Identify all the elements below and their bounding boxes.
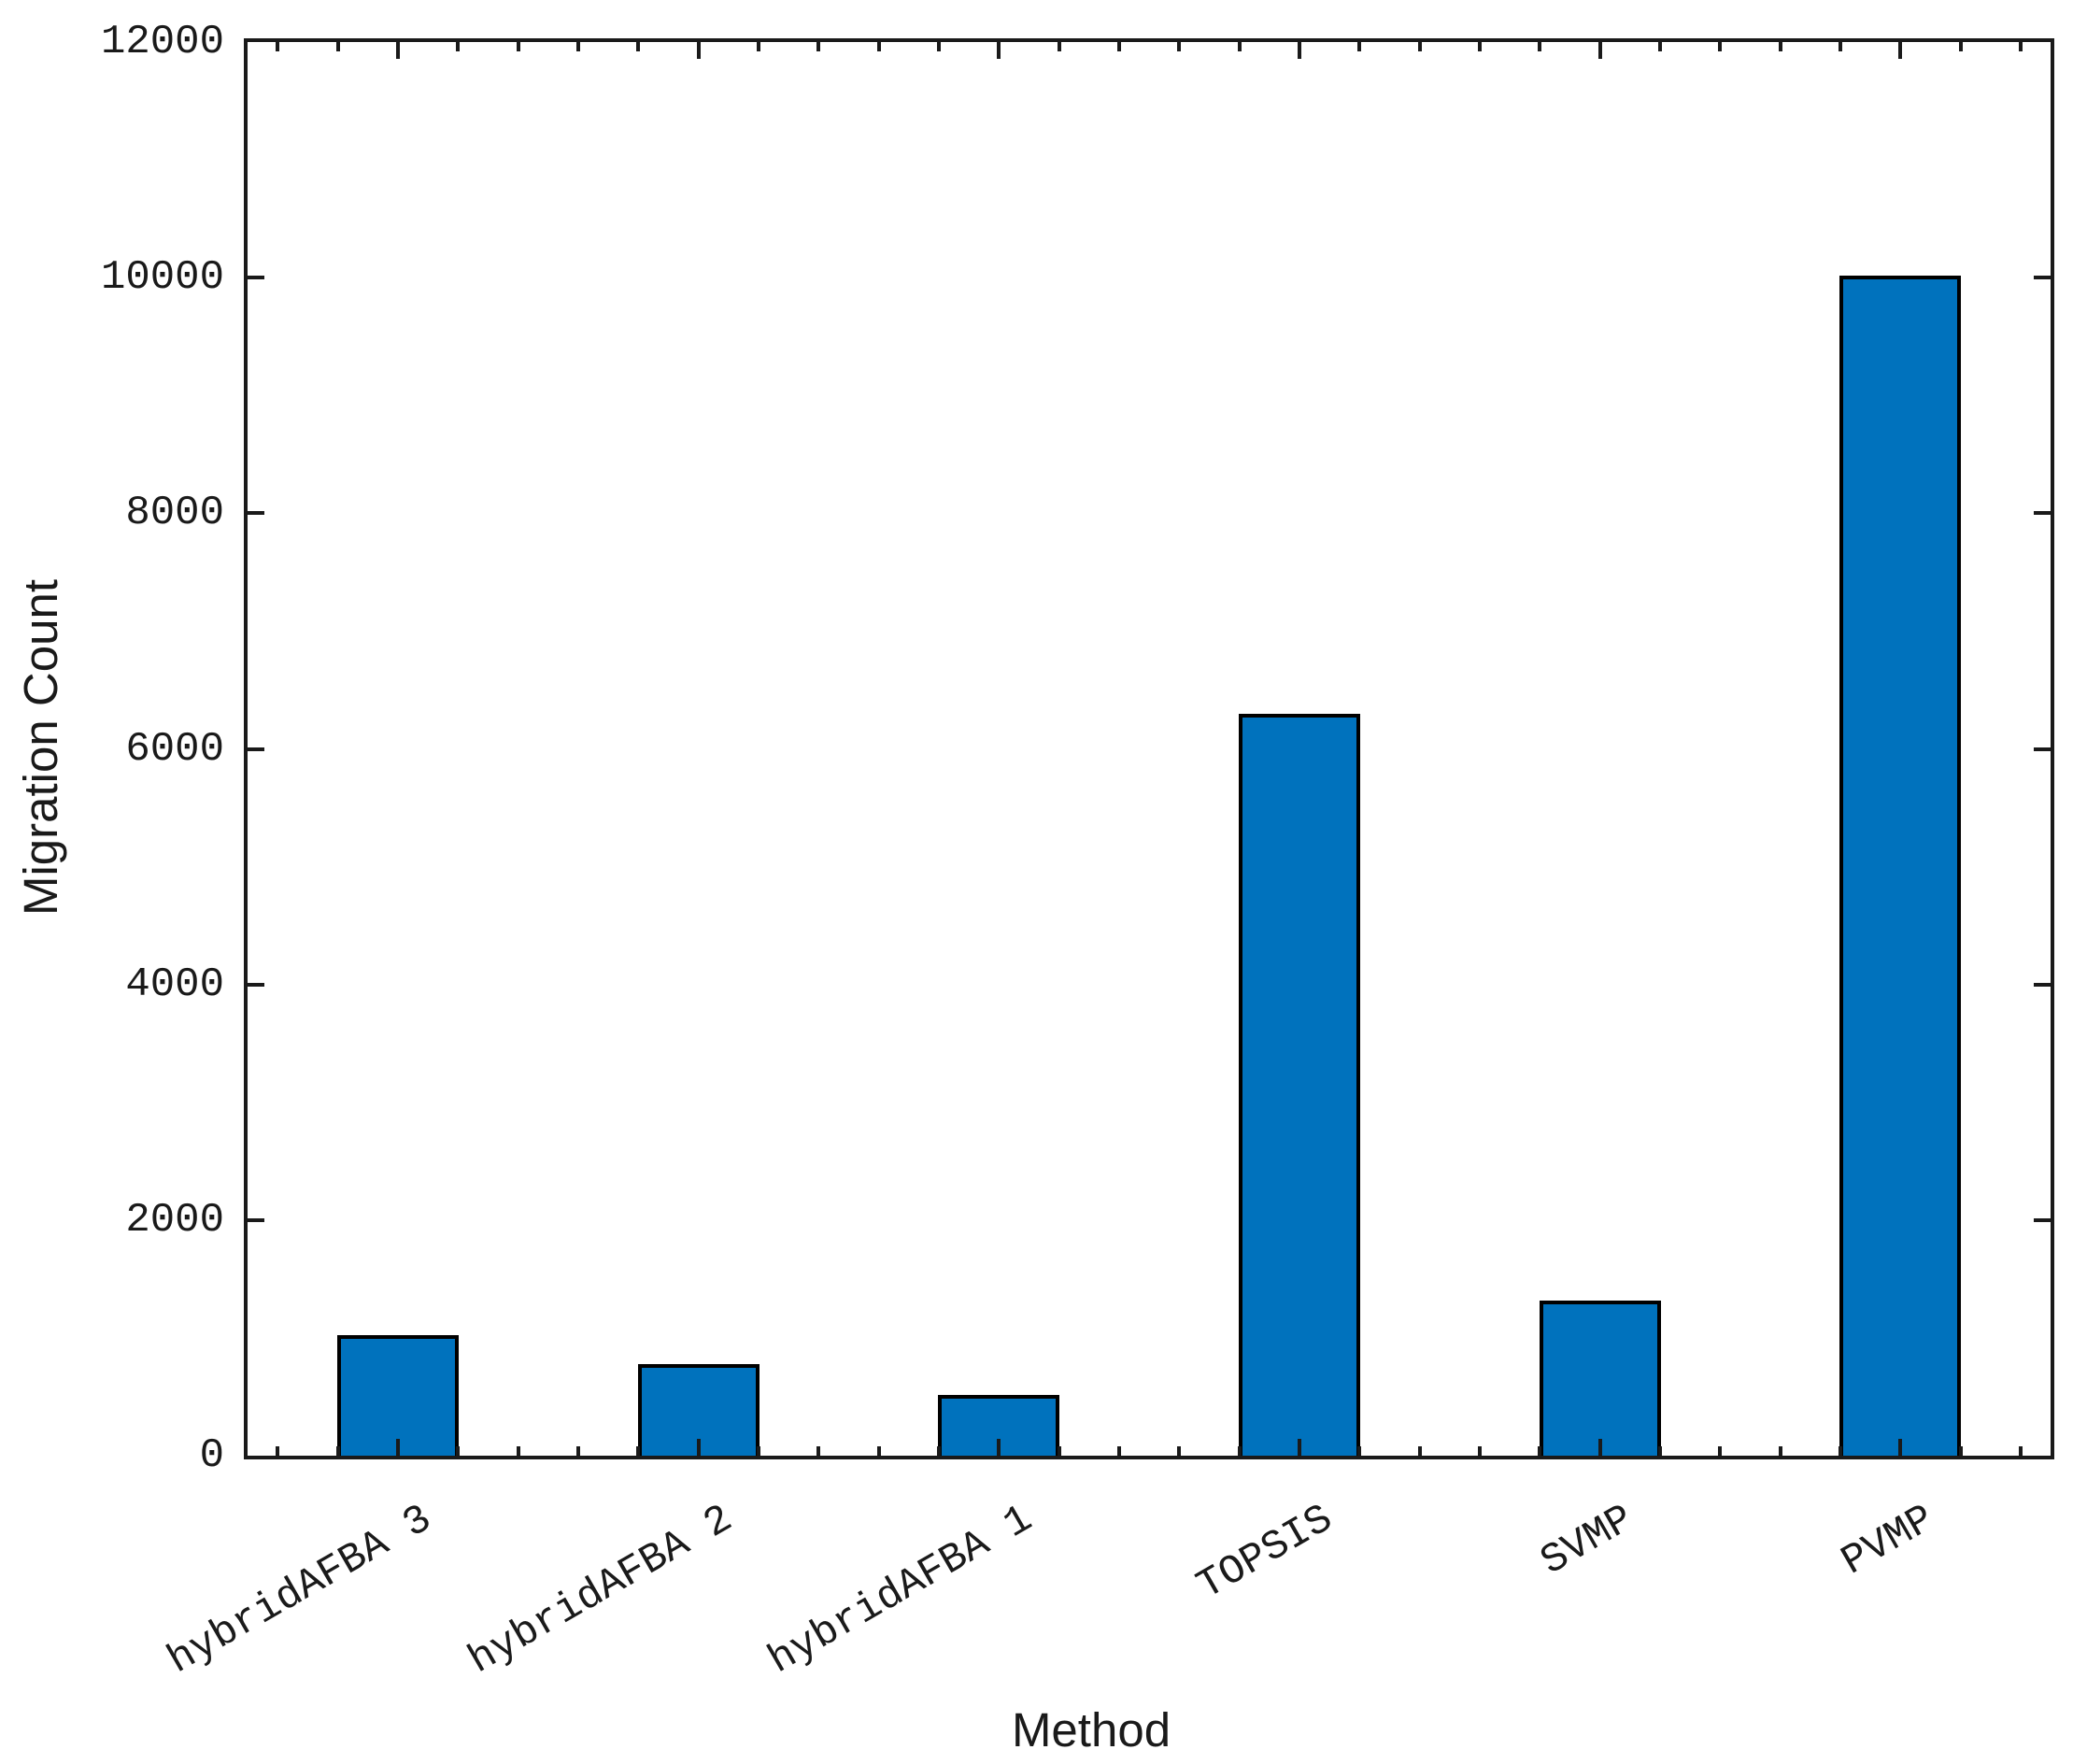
y-tick-right bbox=[2034, 747, 2051, 751]
x-tick-minor-bottom bbox=[1237, 1446, 1242, 1456]
x-tick-minor-bottom bbox=[636, 1446, 641, 1456]
x-tick-minor-bottom bbox=[1538, 1446, 1542, 1456]
y-tick-right bbox=[2034, 1217, 2051, 1222]
x-axis-label: Method bbox=[1011, 1703, 1171, 1757]
x-tick-minor-bottom bbox=[1778, 1446, 1782, 1456]
x-tick-minor-bottom bbox=[575, 1446, 580, 1456]
x-tick-minor-top bbox=[1477, 42, 1482, 51]
x-tick-label: TOPSIS bbox=[1189, 1496, 1342, 1611]
x-tick-minor-bottom bbox=[2018, 1446, 2023, 1456]
y-tick-right bbox=[2034, 276, 2051, 280]
x-tick-major-top bbox=[997, 42, 1001, 59]
x-tick-major-bottom bbox=[1297, 1439, 1301, 1456]
bar-SVMP bbox=[1539, 1300, 1661, 1456]
x-tick-minor-top bbox=[1357, 42, 1362, 51]
x-tick-minor-top bbox=[816, 42, 821, 51]
y-tick-right bbox=[2034, 982, 2051, 987]
x-tick-major-bottom bbox=[395, 1439, 400, 1456]
x-tick-minor-top bbox=[1177, 42, 1182, 51]
x-tick-minor-bottom bbox=[1958, 1446, 1963, 1456]
x-tick-major-bottom bbox=[1898, 1439, 1903, 1456]
x-tick-minor-top bbox=[1958, 42, 1963, 51]
x-tick-minor-top bbox=[1057, 42, 1061, 51]
x-tick-minor-bottom bbox=[1116, 1446, 1121, 1456]
x-tick-minor-top bbox=[1838, 42, 1842, 51]
y-tick-label: 4000 bbox=[125, 960, 224, 1008]
x-tick-minor-top bbox=[516, 42, 520, 51]
x-tick-minor-top bbox=[1417, 42, 1422, 51]
x-tick-minor-bottom bbox=[456, 1446, 461, 1456]
bar-hybridAFBA 3 bbox=[336, 1335, 459, 1456]
x-tick-minor-bottom bbox=[876, 1446, 881, 1456]
x-tick-label: SVMP bbox=[1533, 1496, 1642, 1586]
x-tick-minor-bottom bbox=[816, 1446, 821, 1456]
x-tick-minor-top bbox=[1718, 42, 1723, 51]
y-tick-left bbox=[248, 982, 264, 987]
y-tick-label: 2000 bbox=[125, 1196, 224, 1244]
x-tick-label: PVMP bbox=[1833, 1496, 1943, 1586]
x-tick-label: hybridAFBA 3 bbox=[160, 1496, 440, 1685]
x-tick-major-top bbox=[1297, 42, 1301, 59]
x-tick-minor-bottom bbox=[1177, 1446, 1182, 1456]
y-tick-label: 10000 bbox=[100, 254, 224, 302]
x-tick-minor-top bbox=[1237, 42, 1242, 51]
y-tick-label: 6000 bbox=[125, 725, 224, 773]
x-tick-minor-bottom bbox=[756, 1446, 760, 1456]
bar-TOPSIS bbox=[1238, 713, 1360, 1456]
x-tick-minor-top bbox=[335, 42, 340, 51]
x-tick-minor-top bbox=[1538, 42, 1542, 51]
x-tick-label: hybridAFBA 1 bbox=[760, 1496, 1042, 1685]
x-tick-minor-bottom bbox=[1657, 1446, 1662, 1456]
x-tick-minor-top bbox=[2018, 42, 2023, 51]
y-tick-left bbox=[248, 1217, 264, 1222]
x-tick-minor-bottom bbox=[1057, 1446, 1061, 1456]
y-tick-left bbox=[248, 511, 264, 516]
x-tick-minor-bottom bbox=[1357, 1446, 1362, 1456]
y-tick-left bbox=[248, 276, 264, 280]
x-tick-minor-bottom bbox=[1417, 1446, 1422, 1456]
x-tick-minor-top bbox=[936, 42, 941, 51]
x-tick-minor-top bbox=[1657, 42, 1662, 51]
x-tick-minor-top bbox=[276, 42, 280, 51]
x-tick-minor-top bbox=[1778, 42, 1782, 51]
x-tick-major-top bbox=[696, 42, 701, 59]
x-tick-major-bottom bbox=[696, 1439, 701, 1456]
y-tick-label: 12000 bbox=[100, 19, 224, 65]
x-tick-minor-bottom bbox=[516, 1446, 520, 1456]
bar-PVMP bbox=[1839, 275, 1962, 1456]
plot-area bbox=[244, 38, 2054, 1459]
x-tick-major-top bbox=[1898, 42, 1903, 59]
x-tick-major-bottom bbox=[1597, 1439, 1602, 1456]
x-tick-minor-bottom bbox=[936, 1446, 941, 1456]
y-tick-label: 0 bbox=[199, 1432, 224, 1479]
y-tick-left bbox=[248, 747, 264, 751]
x-tick-major-top bbox=[1597, 42, 1602, 59]
x-tick-label: hybridAFBA 2 bbox=[461, 1496, 741, 1685]
x-tick-major-top bbox=[395, 42, 400, 59]
x-tick-minor-bottom bbox=[1477, 1446, 1482, 1456]
x-tick-minor-top bbox=[756, 42, 760, 51]
x-tick-minor-top bbox=[876, 42, 881, 51]
x-tick-minor-bottom bbox=[276, 1446, 280, 1456]
y-tick-label: 8000 bbox=[125, 490, 224, 537]
x-tick-minor-bottom bbox=[335, 1446, 340, 1456]
x-tick-minor-top bbox=[636, 42, 641, 51]
x-tick-minor-bottom bbox=[1838, 1446, 1842, 1456]
x-tick-minor-top bbox=[456, 42, 461, 51]
x-tick-major-bottom bbox=[997, 1439, 1001, 1456]
x-tick-minor-top bbox=[575, 42, 580, 51]
x-tick-minor-top bbox=[1116, 42, 1121, 51]
x-tick-minor-bottom bbox=[1718, 1446, 1723, 1456]
y-tick-right bbox=[2034, 511, 2051, 516]
